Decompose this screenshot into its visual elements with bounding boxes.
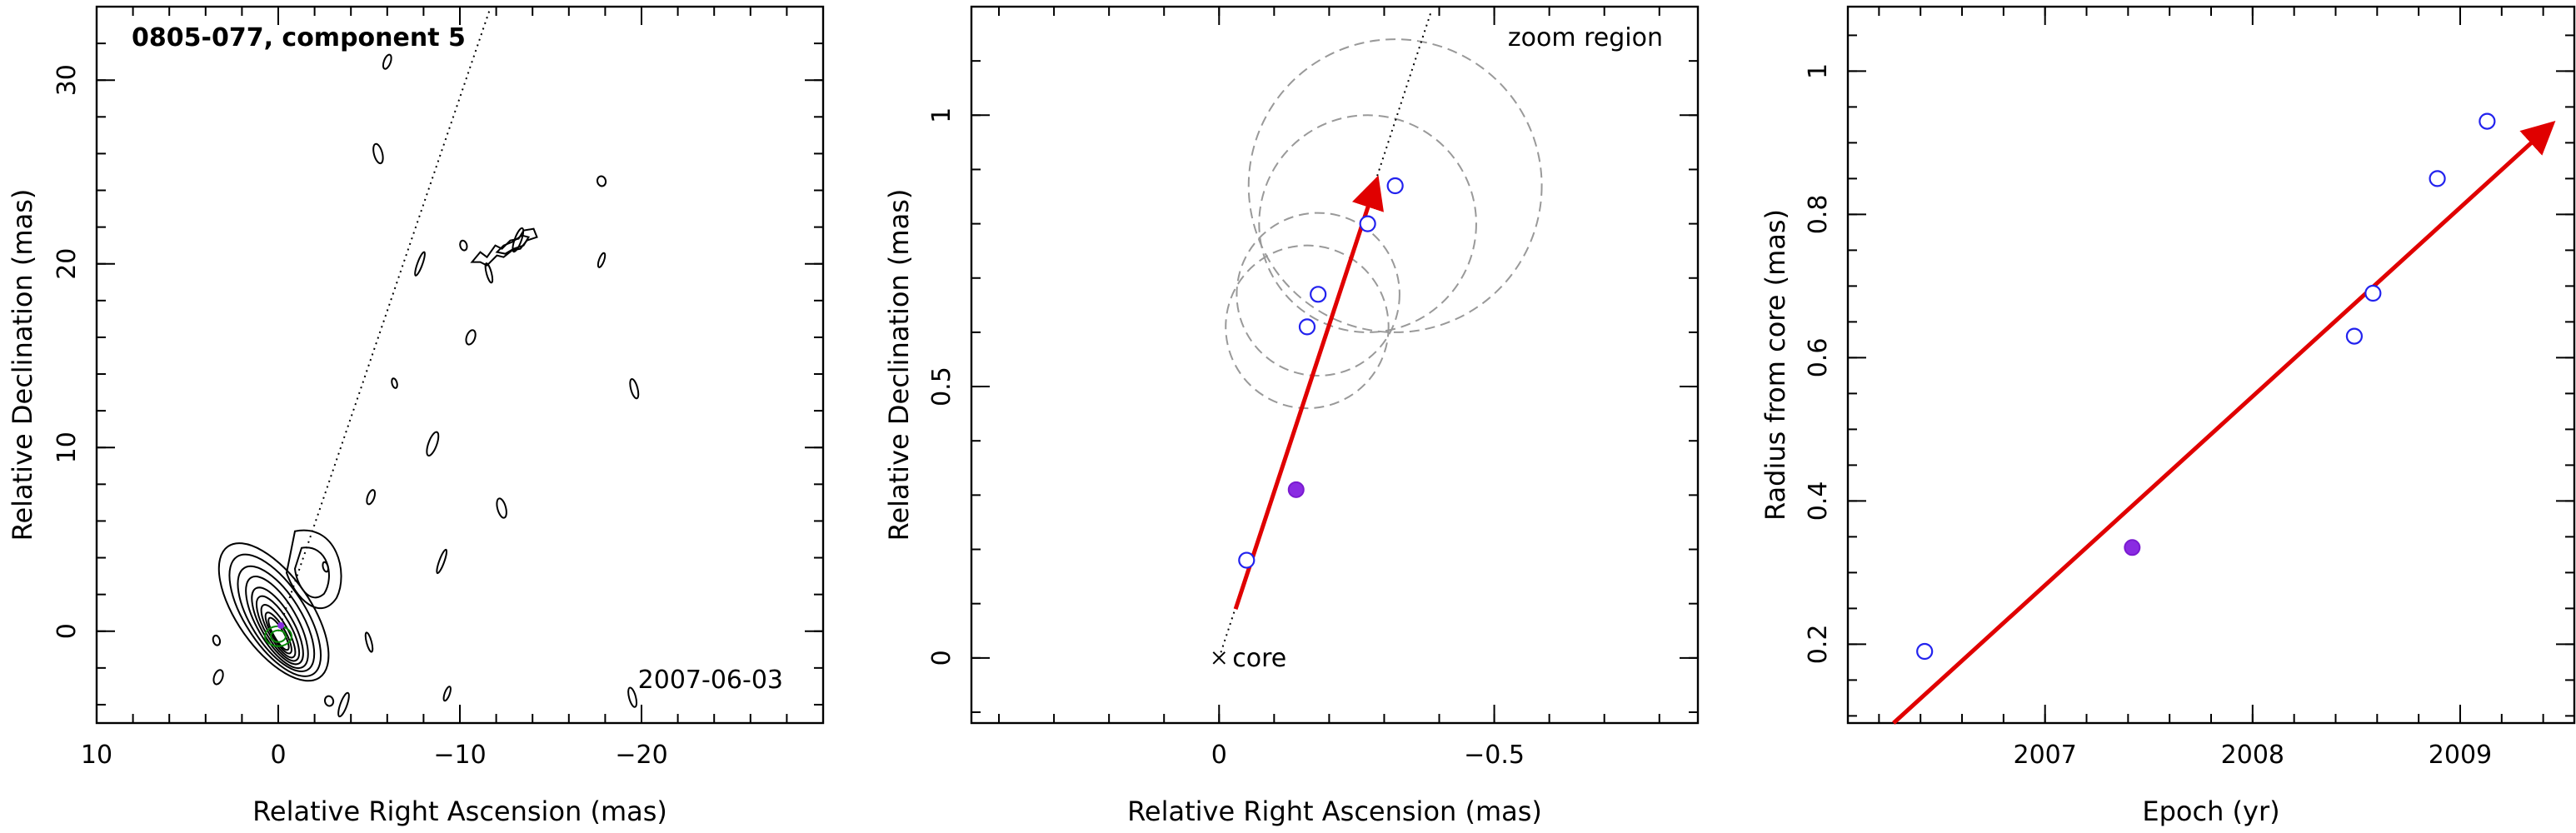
- contour-blob: [459, 239, 468, 252]
- contour-layer: [212, 6, 640, 718]
- jet-knot-contour: [470, 227, 538, 267]
- x-tick-label: 2008: [2221, 741, 2284, 770]
- panel3-frame: [1846, 5, 2576, 725]
- core-marker: [1212, 651, 1226, 665]
- component-ellipse: [270, 629, 287, 643]
- panel1-frame: [95, 5, 825, 725]
- radius-point: [1916, 642, 1934, 661]
- y-tick-label: 10: [52, 431, 82, 463]
- position-point: [1359, 215, 1376, 232]
- fit-arrow: [1892, 121, 2556, 725]
- x-tick-label: −20: [615, 741, 667, 770]
- contour-blob: [426, 431, 440, 457]
- panel2-xlabel: Relative Right Ascension (mas): [1127, 796, 1542, 827]
- panel-zoom: 0 −0.5 0 0.5 1 zoom region core Relative Rig…: [883, 5, 1700, 827]
- contour-blob: [364, 631, 374, 653]
- panel-radius-epoch: 2007 2008 2009 0.2 0.4 0.6 0.8 1 Epoch (yr) Rad…: [1760, 5, 2576, 827]
- jet-contour: [285, 529, 342, 610]
- position-point-highlighted: [1287, 481, 1305, 498]
- contour-blob: [322, 561, 329, 573]
- y-tick-label: 1: [927, 107, 956, 123]
- y-tick-label: 0.8: [1804, 195, 1833, 235]
- contour-blob: [212, 634, 222, 646]
- x-tick-label: 2009: [2429, 741, 2492, 770]
- core-contour: [245, 576, 309, 670]
- zoom-circle: [1236, 212, 1400, 377]
- x-tick-label: 0: [270, 741, 286, 770]
- contour-blob: [382, 53, 392, 70]
- x-tick-label: −10: [433, 741, 486, 770]
- panel2-frame: [970, 5, 1700, 725]
- contour-blob: [442, 686, 452, 702]
- radius-layer: [1892, 112, 2556, 725]
- contour-blob: [436, 548, 448, 575]
- y-tick-label: 1: [1804, 63, 1833, 79]
- component-marker: [277, 621, 285, 629]
- panel1-xlabel: Relative Right Ascension (mas): [252, 796, 667, 827]
- jet-knot-contour: [495, 234, 531, 255]
- position-point: [1310, 286, 1327, 303]
- panel2-ylabel: Relative Declination (mas): [883, 189, 915, 541]
- y-tick-label: 0.5: [927, 367, 956, 407]
- jet-contour: [293, 546, 330, 599]
- x-tick-label: 10: [81, 741, 112, 770]
- contour-blob: [212, 669, 224, 686]
- panel3-ylabel: Radius from core (mas): [1760, 209, 1791, 521]
- contour-blob: [414, 251, 426, 277]
- x-tick-label: −0.5: [1464, 741, 1525, 770]
- contour-blob: [391, 377, 398, 389]
- contour-blob: [465, 329, 477, 346]
- y-tick-label: 20: [52, 248, 82, 280]
- radius-point: [2479, 112, 2496, 130]
- panel2-ticks: 0 −0.5 0 0.5 1: [927, 6, 1698, 770]
- contour-blob: [372, 142, 384, 165]
- position-point: [1386, 177, 1404, 195]
- panel1-ticks: 10 0 −10 −20 0 10 20 30: [52, 6, 824, 770]
- panel3-ticks: 2007 2008 2009 0.2 0.4 0.6 0.8 1: [1804, 7, 2574, 770]
- core-contour: [255, 595, 301, 662]
- jet-direction-line: [277, 6, 492, 632]
- contour-blob: [323, 695, 335, 707]
- x-tick-label: 0: [1211, 741, 1227, 770]
- core-label: core: [1232, 644, 1286, 673]
- y-tick-label: 0.2: [1804, 625, 1833, 665]
- radius-point: [2429, 170, 2446, 187]
- contour-blob: [627, 686, 638, 708]
- radius-point-highlighted: [2124, 539, 2141, 556]
- contour-blob: [337, 691, 350, 718]
- contour-blob: [597, 252, 607, 268]
- position-point: [1238, 551, 1256, 569]
- panel3-xlabel: Epoch (yr): [2142, 796, 2279, 827]
- radius-point: [2345, 327, 2364, 345]
- panel1-date: 2007-06-03: [638, 666, 783, 695]
- x-tick-label: 2007: [2014, 741, 2077, 770]
- contour-blob: [366, 489, 377, 506]
- core-contour: [217, 542, 330, 682]
- contour-blob: [596, 175, 607, 187]
- y-tick-label: 30: [52, 64, 82, 96]
- panel1-ylabel: Relative Declination (mas): [7, 189, 38, 541]
- core-contour: [228, 553, 322, 677]
- panel2-zoom-label: zoom region: [1508, 23, 1663, 52]
- panel1-title: 0805-077, component 5: [132, 23, 466, 52]
- panel-contour-map: 10 0 −10 −20 0 10 20 30 0805-077, component 5 2…: [7, 5, 825, 827]
- zoom-circle: [1258, 114, 1477, 333]
- core-contour: [237, 565, 316, 672]
- y-tick-label: 0.4: [1804, 481, 1833, 521]
- core-contour: [251, 586, 304, 666]
- y-tick-label: 0.6: [1804, 338, 1833, 378]
- velocity-arrow: [1233, 175, 1384, 610]
- core-contour: [264, 611, 292, 655]
- radius-point: [2364, 284, 2382, 302]
- contour-blob: [496, 497, 507, 519]
- contour-blob: [484, 262, 494, 284]
- zoom-layer: [1212, 12, 1543, 665]
- zoom-circle: [1225, 244, 1390, 410]
- y-tick-label: 0: [927, 650, 956, 666]
- contour-blob: [629, 378, 640, 400]
- position-point: [1298, 318, 1316, 336]
- zoom-circle: [1247, 38, 1543, 333]
- y-tick-label: 0: [52, 623, 82, 639]
